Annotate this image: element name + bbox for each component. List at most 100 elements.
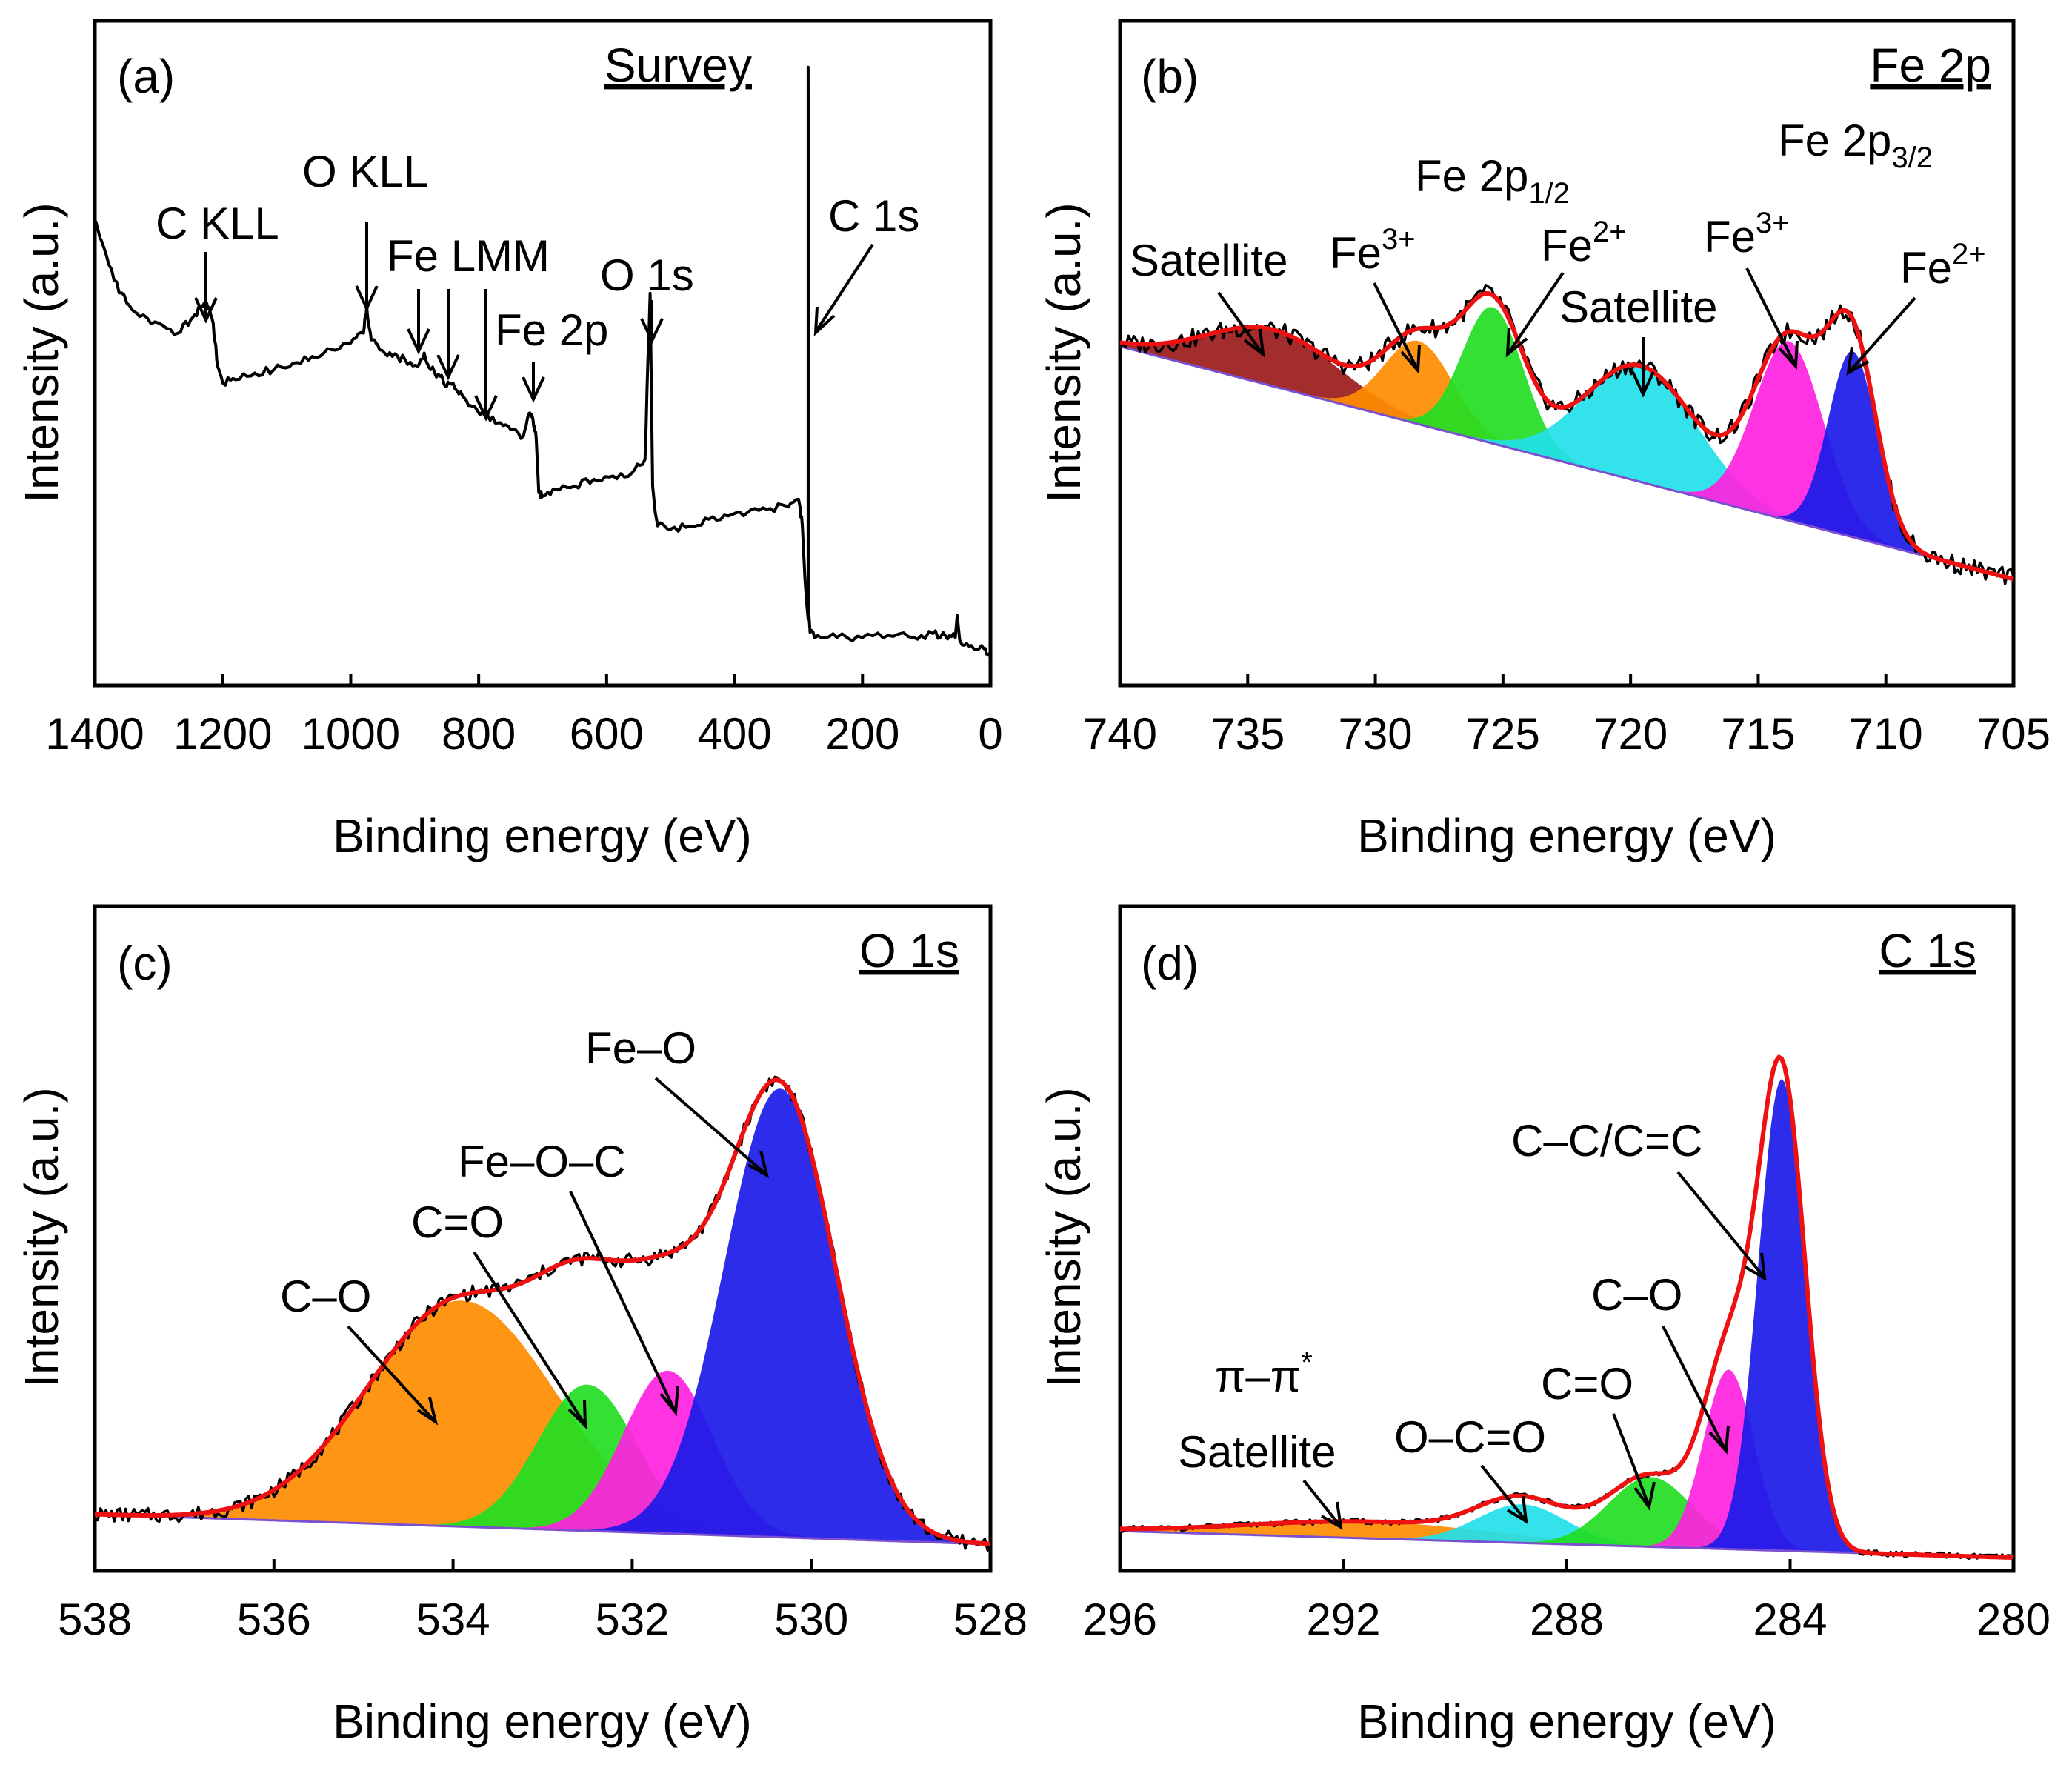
fit-envelope-line	[94, 1077, 991, 1546]
annot-fe-lmm: Fe LMM	[387, 231, 550, 281]
annot-fe-2p: Fe 2p	[495, 305, 608, 355]
arrowhead-fe-lmm-1	[407, 328, 430, 355]
arrow-d-cc	[1676, 1171, 1765, 1277]
annot-d-ceqo: C=O	[1541, 1359, 1633, 1409]
arrow-d-satellite	[1302, 1479, 1341, 1526]
annot-c-kll: C KLL	[156, 199, 279, 248]
panel-a-tick-label: 400	[698, 709, 772, 759]
panel-b-tick-label: 705	[1976, 709, 2051, 759]
panel-b-plot-area	[1119, 284, 2015, 585]
arrowhead-o-kll	[355, 285, 379, 312]
arrowhead-o-1s	[640, 318, 664, 345]
arrowhead-fe-lmm-3	[474, 395, 498, 422]
panel-b-frame	[1118, 19, 2016, 688]
panel-b-tick-label: 720	[1593, 709, 1668, 759]
panel-c: 538 536 534 532 530 528 (c) O 1s Binding ener…	[15, 904, 1027, 1748]
panel-c-title: O 1s	[859, 924, 959, 977]
arrowhead-d-satellite	[1321, 1501, 1343, 1530]
panel-a-tick-label: 200	[825, 709, 899, 759]
annot-d-cc: C–C/C=C	[1511, 1116, 1702, 1166]
arrow-c-feo	[654, 1077, 766, 1174]
pipi-base: π–π	[1215, 1352, 1301, 1401]
panel-d-tick-label: 296	[1083, 1595, 1157, 1644]
panel-d-xlabel: Binding energy (eV)	[1357, 1695, 1776, 1748]
panel-a-tick-label: 800	[442, 709, 516, 759]
fit-peak-fe-o	[95, 1088, 990, 1545]
fe2p32-sub: 3/2	[1891, 142, 1933, 174]
panel-c-tick-label: 538	[58, 1595, 132, 1644]
panel-b-xlabel: Binding energy (eV)	[1357, 809, 1776, 862]
annot-c-co: C–O	[280, 1272, 371, 1321]
panel-b-ylabel: Intensity (a.u.)	[1037, 202, 1090, 503]
arrowhead-d-co	[1708, 1425, 1730, 1455]
fit-peak--satellite	[1120, 1521, 2013, 1558]
arrow-c-ceqo	[473, 1251, 585, 1424]
annot-b-satellite-2: Satellite	[1559, 282, 1717, 332]
panel-a-tick-label: 1000	[302, 709, 400, 759]
fe2-2-base: Fe	[1900, 243, 1952, 293]
arrowhead-d-oco	[1506, 1495, 1528, 1524]
fe3-1-base: Fe	[1330, 228, 1382, 278]
arrow-b-fe2-1	[1508, 271, 1565, 353]
pipi-sup: *	[1301, 1346, 1313, 1379]
arrowhead-b-fe2-2	[1846, 346, 1869, 376]
arrowhead-c-feo	[747, 1150, 770, 1178]
survey-spectrum-line	[93, 65, 992, 657]
annot-c-1s: C 1s	[828, 191, 919, 241]
arrowhead-c-1s	[813, 306, 836, 336]
fe3-2-sup: 3+	[1756, 207, 1790, 239]
panel-b-x-ticks: 740 735 730 725 720 715 710 705	[1083, 674, 2051, 759]
panel-c-tick-label: 530	[774, 1595, 848, 1644]
arrowhead-c-ceqo	[567, 1400, 587, 1429]
annot-d-oco: O–C=O	[1394, 1412, 1546, 1462]
arrow-c-co	[347, 1325, 435, 1421]
arrow-c-feoc	[569, 1191, 676, 1410]
annot-o-kll: O KLL	[302, 147, 428, 196]
arrowhead-d-cc	[1745, 1252, 1767, 1281]
panel-c-ylabel: Intensity (a.u.)	[15, 1087, 68, 1388]
annot-o-1s: O 1s	[600, 250, 694, 300]
panel-b: 740 735 730 725 720 715 710 705 (b) Fe 2p Bindi…	[1037, 19, 2051, 862]
arrow-c-1s	[816, 243, 874, 331]
arrowhead-b-satellite-2	[1631, 371, 1655, 398]
fit-peak-satellite	[1120, 327, 2013, 579]
panel-a-title: Survey	[604, 39, 752, 92]
arrow-b-fe2-2	[1849, 296, 1916, 372]
panel-c-frame	[93, 904, 993, 1573]
panel-b-letter: (b)	[1141, 50, 1199, 103]
panel-d-plot-area	[1119, 1054, 2015, 1560]
fit-peak-fe3-2p1-2-	[1120, 340, 2013, 579]
panel-d-title: C 1s	[1879, 924, 1976, 977]
annot-c-feo: Fe–O	[585, 1023, 696, 1073]
fit-envelope-line	[1120, 1054, 2014, 1560]
annot-c-ceqo: C=O	[411, 1197, 504, 1247]
panel-b-tick-label: 730	[1339, 709, 1413, 759]
panel-d: 296 292 288 284 280 (d) C 1s Binding energy …	[1037, 904, 2051, 1748]
panel-c-tick-label: 528	[953, 1595, 1027, 1644]
fe3-1-sup: 3+	[1382, 223, 1416, 256]
panel-c-xlabel: Binding energy (eV)	[333, 1695, 752, 1748]
arrowhead-fe-lmm-2	[436, 354, 460, 381]
fit-peak-c-o	[95, 1384, 990, 1545]
arrowhead-c-co	[416, 1397, 439, 1426]
annot-b-fe2-1: Fe2+	[1541, 216, 1627, 270]
fit-envelope-line	[1119, 291, 2014, 582]
fit-peak-c-o	[1120, 1477, 2013, 1558]
panel-d-tick-label: 288	[1530, 1595, 1604, 1644]
panel-a-xlabel: Binding energy (eV)	[333, 809, 752, 862]
fe2-1-sup: 2+	[1593, 216, 1627, 248]
fit-peak-c-c-c-c	[1120, 1078, 2013, 1558]
panel-c-tick-label: 534	[416, 1595, 490, 1644]
fit-baseline	[1119, 345, 2014, 580]
fe2p32-base: Fe 2p	[1778, 116, 1891, 165]
panel-b-tick-label: 740	[1083, 709, 1157, 759]
panel-a-frame	[93, 19, 993, 688]
arrowhead-b-satellite-1	[1243, 328, 1265, 358]
panel-c-tick-label: 532	[595, 1595, 669, 1644]
panel-b-tick-label: 735	[1210, 709, 1285, 759]
annot-d-pipi: π–π*	[1215, 1346, 1313, 1401]
panel-c-x-ticks: 538 536 534 532 530 528	[58, 1559, 1027, 1644]
fe2p12-sub: 1/2	[1528, 177, 1570, 210]
arrow-b-fe3-1	[1373, 282, 1418, 368]
